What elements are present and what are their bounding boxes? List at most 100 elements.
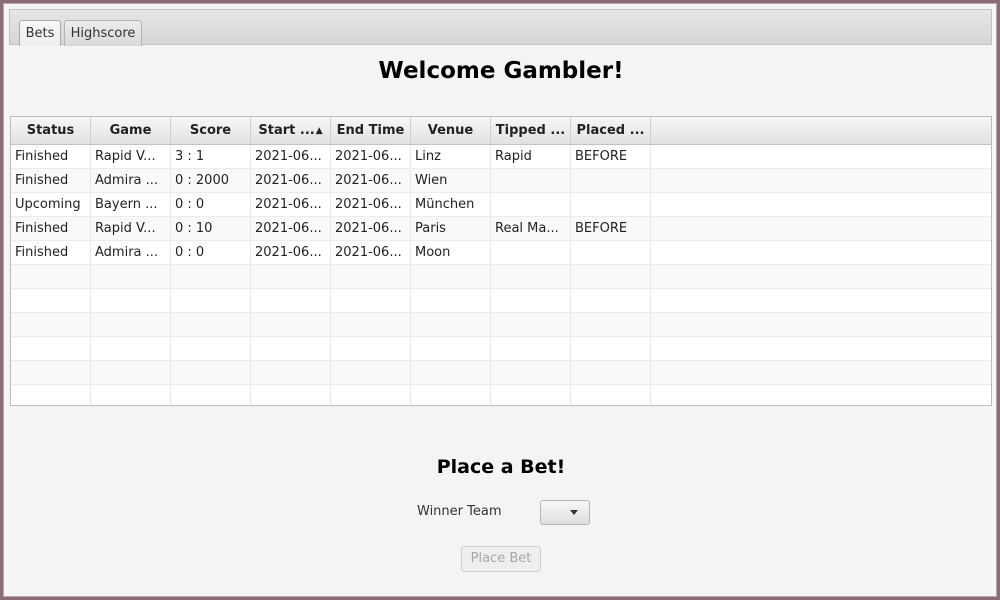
column-header-game[interactable]: Game	[91, 117, 171, 144]
table-header: Status Game Score Start ...▲ End Time Ve…	[11, 117, 991, 145]
column-header-end-time[interactable]: End Time	[331, 117, 411, 144]
table-cell: BEFORE	[571, 145, 651, 168]
column-header-status[interactable]: Status	[11, 117, 91, 144]
table-cell: Admira ...	[91, 169, 171, 192]
tab-bar: Bets Highscore	[9, 9, 992, 46]
table-cell: 2021-06...	[251, 241, 331, 264]
empty-table-row[interactable]	[11, 337, 991, 361]
table-cell: 2021-06...	[331, 169, 411, 192]
table-cell	[91, 313, 171, 336]
table-cell: Linz	[411, 145, 491, 168]
table-cell: München	[411, 193, 491, 216]
table-cell	[11, 313, 91, 336]
table-cell: Rapid	[491, 145, 571, 168]
table-cell: Wien	[411, 169, 491, 192]
chevron-down-icon	[570, 510, 578, 515]
empty-table-row[interactable]	[11, 313, 991, 337]
place-bet-button[interactable]: Place Bet	[461, 546, 541, 572]
table-cell: 2021-06...	[251, 193, 331, 216]
table-cell	[491, 361, 571, 384]
table-cell	[571, 169, 651, 192]
table-cell	[571, 361, 651, 384]
table-cell	[411, 265, 491, 288]
empty-table-row[interactable]	[11, 361, 991, 385]
table-cell	[571, 265, 651, 288]
winner-team-label: Winner Team	[417, 504, 502, 519]
table-cell	[171, 289, 251, 312]
table-cell	[91, 337, 171, 360]
table-cell: 2021-06...	[331, 145, 411, 168]
table-cell	[491, 169, 571, 192]
table-cell	[411, 289, 491, 312]
table-row[interactable]: Finished Admira ... 0 : 2000 2021-06... 2021…	[11, 169, 991, 193]
table-cell	[11, 265, 91, 288]
table-cell	[11, 337, 91, 360]
table-cell: 2021-06...	[251, 169, 331, 192]
table-cell: 2021-06...	[251, 145, 331, 168]
table-cell	[91, 289, 171, 312]
table-cell	[251, 265, 331, 288]
empty-table-row[interactable]	[11, 385, 991, 405]
table-cell	[11, 361, 91, 384]
table-cell: Finished	[11, 169, 91, 192]
table-row[interactable]: Upcoming Bayern ... 0 : 0 2021-06... 2021-06…	[11, 193, 991, 217]
table-cell	[571, 313, 651, 336]
table-cell: 2021-06...	[331, 241, 411, 264]
app-window: Bets Highscore Welcome Gambler! Status G…	[3, 3, 997, 597]
table-cell: Bayern ...	[91, 193, 171, 216]
table-cell	[571, 193, 651, 216]
empty-table-row[interactable]	[11, 289, 991, 313]
column-header-tipped[interactable]: Tipped ...	[491, 117, 571, 144]
table-cell: 2021-06...	[251, 217, 331, 240]
table-cell	[571, 289, 651, 312]
table-row[interactable]: Finished Rapid V... 0 : 10 2021-06... 2021-0…	[11, 217, 991, 241]
column-header-placed[interactable]: Placed ...	[571, 117, 651, 144]
table-cell	[251, 337, 331, 360]
table-cell: 0 : 2000	[171, 169, 251, 192]
table-cell	[411, 337, 491, 360]
table-cell	[571, 337, 651, 360]
tab-bets[interactable]: Bets	[19, 20, 61, 46]
table-cell	[331, 289, 411, 312]
table-cell	[11, 289, 91, 312]
table-cell: Real Ma...	[491, 217, 571, 240]
table-cell: 0 : 10	[171, 217, 251, 240]
table-cell	[171, 385, 251, 405]
column-header-venue[interactable]: Venue	[411, 117, 491, 144]
bets-table[interactable]: Status Game Score Start ...▲ End Time Ve…	[10, 116, 992, 406]
table-cell: Rapid V...	[91, 145, 171, 168]
table-cell	[91, 361, 171, 384]
table-cell: Finished	[11, 217, 91, 240]
table-cell: Moon	[411, 241, 491, 264]
winner-team-select[interactable]	[540, 500, 590, 525]
table-cell: 2021-06...	[331, 193, 411, 216]
table-cell: 0 : 0	[171, 193, 251, 216]
table-cell: 3 : 1	[171, 145, 251, 168]
tab-highscore[interactable]: Highscore	[64, 20, 142, 46]
table-row[interactable]: Finished Admira ... 0 : 0 2021-06... 2021-06…	[11, 241, 991, 265]
table-cell: Rapid V...	[91, 217, 171, 240]
table-cell	[331, 361, 411, 384]
table-cell	[251, 385, 331, 405]
table-cell	[411, 313, 491, 336]
table-cell	[331, 313, 411, 336]
column-header-start-time[interactable]: Start ...▲	[251, 117, 331, 144]
column-header-score[interactable]: Score	[171, 117, 251, 144]
table-cell: BEFORE	[571, 217, 651, 240]
table-cell	[171, 265, 251, 288]
table-cell	[171, 313, 251, 336]
table-cell	[571, 385, 651, 405]
table-cell	[251, 289, 331, 312]
table-cell	[331, 265, 411, 288]
place-bet-title: Place a Bet!	[436, 456, 566, 478]
table-cell	[251, 361, 331, 384]
table-cell	[11, 385, 91, 405]
table-cell	[491, 265, 571, 288]
empty-table-row[interactable]	[11, 265, 991, 289]
table-cell	[91, 265, 171, 288]
table-cell	[411, 385, 491, 405]
table-cell	[571, 241, 651, 264]
table-cell	[171, 361, 251, 384]
table-row[interactable]: Finished Rapid V... 3 : 1 2021-06... 2021-06…	[11, 145, 991, 169]
table-cell	[331, 385, 411, 405]
